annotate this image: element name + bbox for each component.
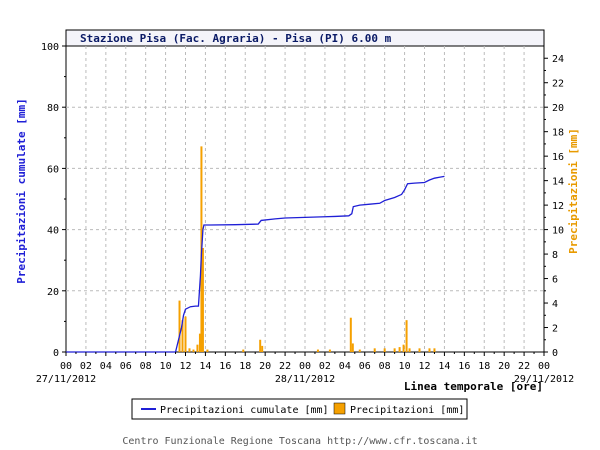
y-right-tick-label: 2 [552, 324, 558, 335]
precipitation-bar [328, 349, 331, 352]
x-tick-label: 12 [179, 361, 191, 372]
y-right-tick-label: 4 [552, 299, 558, 310]
legend-label-precipitation: Precipitazioni [mm] [350, 405, 464, 416]
y-right-tick-label: 14 [552, 177, 564, 188]
y-left-tick-label: 100 [41, 42, 59, 53]
y-right-tick-label: 18 [552, 128, 564, 139]
footer-credit: Centro Funzionale Regione Toscana http:/… [122, 436, 478, 447]
x-tick-label: 02 [319, 361, 331, 372]
precipitation-bar [393, 348, 396, 352]
x-tick-label: 14 [199, 361, 211, 372]
grid-lines [66, 46, 544, 352]
chart-title: Stazione Pisa (Fac. Agraria) - Pisa (PI)… [80, 32, 392, 45]
precipitation-bar [188, 348, 191, 352]
x-tick-label: 14 [438, 361, 450, 372]
precipitation-bar [405, 320, 408, 352]
x-tick-label: 00 [538, 361, 550, 372]
precipitation-bar [383, 348, 386, 352]
y-left-tick-label: 40 [47, 226, 59, 237]
y-axis-right-label: Precipitazioni [mm] [567, 128, 580, 254]
y-right-tick-label: 20 [552, 103, 564, 114]
y-right-tick-label: 22 [552, 79, 564, 90]
y-right-tick-label: 8 [552, 250, 558, 261]
y-axis-left-label: Precipitazioni cumulate [mm] [15, 98, 28, 283]
precipitation-bar [206, 349, 209, 352]
precipitation-bar [316, 349, 319, 352]
legend-box [131, 398, 468, 420]
date-label: 29/11/2012 [514, 374, 574, 385]
precipitation-bar [351, 343, 354, 352]
precipitation-bar [398, 347, 401, 352]
x-tick-label: 22 [518, 361, 530, 372]
precipitation-bar [358, 349, 361, 352]
precipitation-bar [259, 339, 262, 352]
x-tick-label: 12 [418, 361, 430, 372]
y-left-tick-label: 20 [47, 287, 59, 298]
legend: Precipitazioni cumulate [mm] Precipitazi… [131, 398, 468, 420]
precipitation-bar [433, 348, 436, 352]
precipitation-chart: Stazione Pisa (Fac. Agraria) - Pisa (PI)… [15, 29, 580, 420]
x-tick-label: 08 [379, 361, 391, 372]
y-left-tick-label: 60 [47, 164, 59, 175]
precipitation-bar [408, 348, 411, 352]
x-axis-label: Linea temporale [ore] [404, 380, 543, 393]
x-tick-label: 06 [359, 361, 371, 372]
legend-label-cumulative: Precipitazioni cumulate [mm] [160, 405, 329, 416]
date-label: 28/11/2012 [275, 374, 335, 385]
x-tick-label: 20 [259, 361, 271, 372]
precipitation-bar [192, 349, 195, 352]
axis-ticks: 00 02 04 06 08 10 12 14 16 18 20 22 00 02 04 06 08 10 12 14… [36, 42, 574, 385]
x-tick-label: 16 [458, 361, 470, 372]
precipitation-bar [201, 247, 204, 352]
y-right-tick-label: 10 [552, 226, 564, 237]
precipitation-bar [178, 300, 181, 352]
x-tick-label: 18 [478, 361, 490, 372]
x-tick-label: 04 [339, 361, 351, 372]
x-tick-label: 00 [60, 361, 72, 372]
precipitation-bar [373, 348, 376, 352]
x-tick-label: 04 [100, 361, 112, 372]
x-tick-label: 10 [160, 361, 172, 372]
y-left-tick-label: 0 [53, 348, 59, 359]
x-tick-label: 16 [219, 361, 231, 372]
cumulative-line-group [66, 175, 445, 353]
x-tick-label: 00 [299, 361, 311, 372]
legend-bar-swatch [333, 402, 346, 415]
x-tick-label: 08 [140, 361, 152, 372]
precipitation-bar [349, 317, 352, 352]
x-tick-label: 22 [279, 361, 291, 372]
precipitation-bar [402, 344, 405, 352]
x-tick-label: 20 [498, 361, 510, 372]
y-right-tick-label: 12 [552, 201, 564, 212]
y-right-tick-label: 24 [552, 54, 564, 65]
y-right-tick-label: 6 [552, 275, 558, 286]
precipitation-bar [428, 348, 431, 352]
x-tick-label: 18 [239, 361, 251, 372]
precipitation-bar [418, 348, 421, 352]
precipitation-bar [184, 316, 187, 352]
y-right-tick-label: 16 [552, 152, 564, 163]
x-tick-label: 06 [120, 361, 132, 372]
y-left-tick-label: 80 [47, 103, 59, 114]
x-tick-label: 10 [399, 361, 411, 372]
x-tick-label: 02 [80, 361, 92, 372]
precipitation-bar [242, 349, 245, 352]
date-label: 27/11/2012 [36, 374, 96, 385]
precipitation-bar [196, 344, 199, 352]
precipitation-bar [198, 333, 201, 352]
precipitation-bar [181, 320, 184, 352]
precipitation-bar [261, 345, 264, 352]
cumulative-line [66, 175, 445, 353]
y-right-tick-label: 0 [552, 348, 558, 359]
